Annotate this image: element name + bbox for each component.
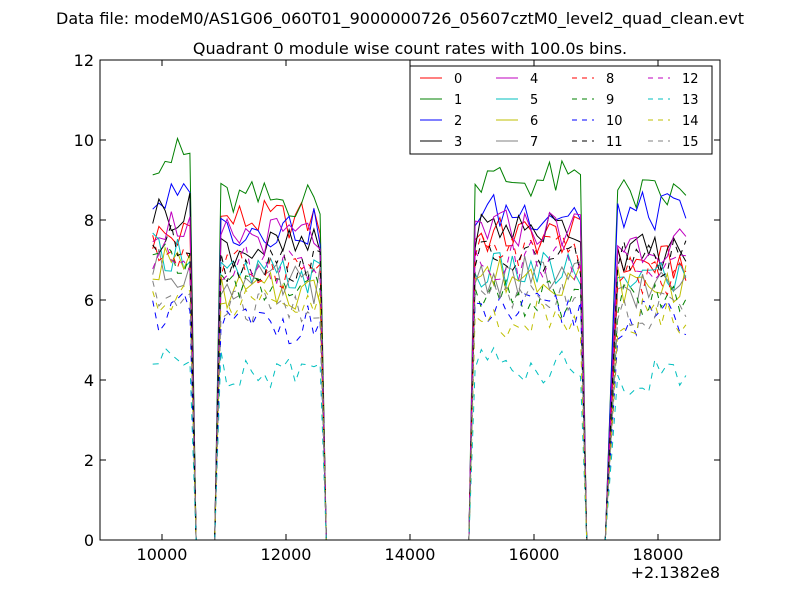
legend-label-12: 12 — [682, 72, 699, 87]
x-tick-label: 18000 — [633, 545, 684, 564]
x-tick-label: 14000 — [385, 545, 436, 564]
legend-box — [409, 65, 713, 155]
x-tick-label: 16000 — [509, 545, 560, 564]
y-tick-label: 2 — [84, 451, 94, 470]
x-tick-label: 10000 — [137, 545, 188, 564]
y-tick-label: 10 — [74, 131, 94, 150]
series-line-14 — [152, 285, 687, 541]
y-tick-label: 4 — [84, 371, 94, 390]
series-lines — [152, 136, 687, 541]
legend-label-11: 11 — [606, 135, 623, 150]
legend-label-1: 1 — [454, 93, 462, 108]
series-line-13 — [152, 346, 687, 541]
x-offset-label: +2.1382e8 — [631, 563, 720, 582]
chart-title: Quadrant 0 module wise count rates with … — [193, 39, 627, 58]
legend-label-8: 8 — [606, 72, 614, 87]
y-tick-label: 12 — [74, 51, 94, 70]
series-line-4 — [152, 209, 687, 541]
series-line-1 — [152, 136, 687, 541]
legend-label-3: 3 — [454, 135, 462, 150]
legend-label-0: 0 — [454, 72, 462, 87]
series-line-15 — [152, 280, 687, 541]
legend-label-9: 9 — [606, 93, 614, 108]
suptitle: Data file: modeM0/AS1G06_060T01_90000007… — [56, 9, 744, 29]
legend-label-6: 6 — [530, 114, 538, 129]
y-tick-label: 6 — [84, 291, 94, 310]
x-tick-label: 12000 — [261, 545, 312, 564]
legend-label-5: 5 — [530, 93, 538, 108]
legend-label-14: 14 — [682, 114, 699, 129]
y-tick-label: 0 — [84, 531, 94, 550]
y-tick-label: 8 — [84, 211, 94, 230]
series-line-12 — [152, 240, 686, 541]
legend-label-4: 4 — [530, 72, 538, 87]
legend-label-13: 13 — [682, 93, 699, 108]
legend-label-15: 15 — [682, 135, 699, 150]
legend-label-2: 2 — [454, 114, 462, 129]
legend-label-7: 7 — [530, 135, 538, 150]
legend-label-10: 10 — [606, 114, 623, 129]
